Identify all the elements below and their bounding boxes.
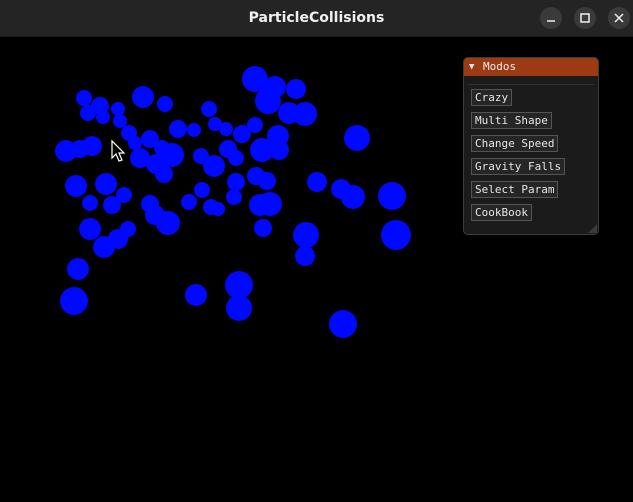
- particle: [233, 125, 251, 143]
- particle: [156, 211, 180, 235]
- particle: [67, 258, 89, 280]
- particle: [203, 155, 225, 177]
- particle: [341, 185, 365, 209]
- particle: [128, 136, 142, 150]
- particle: [130, 148, 150, 168]
- particle: [103, 196, 121, 214]
- particle: [219, 122, 233, 136]
- particle: [208, 117, 222, 131]
- change-speed-button[interactable]: Change Speed: [471, 135, 559, 152]
- particle: [60, 287, 88, 315]
- particle: [295, 246, 315, 266]
- particle: [250, 138, 274, 162]
- particle: [381, 220, 411, 250]
- particle: [211, 202, 225, 216]
- particle: [95, 173, 117, 195]
- title-bar: ParticleCollisions: [0, 0, 633, 37]
- cookbook-button[interactable]: CookBook: [471, 204, 532, 221]
- particle: [65, 175, 87, 197]
- minimize-icon: [547, 20, 555, 22]
- particle: [201, 101, 217, 117]
- particle: [82, 195, 98, 211]
- particle: [194, 182, 210, 198]
- particle: [141, 130, 159, 148]
- panel-title: Modos: [483, 60, 517, 73]
- minimize-button[interactable]: [540, 7, 562, 29]
- particle: [226, 189, 242, 205]
- particle: [286, 79, 306, 99]
- particle: [55, 140, 77, 162]
- particle: [227, 173, 245, 191]
- particle: [160, 143, 184, 167]
- particle: [258, 192, 282, 216]
- particle: [269, 140, 289, 160]
- particle: [242, 66, 268, 92]
- particle: [132, 86, 154, 108]
- particle: [225, 271, 253, 299]
- particle: [155, 165, 173, 183]
- particle: [307, 172, 327, 192]
- particle: [378, 182, 406, 210]
- multi-shape-button[interactable]: Multi Shape: [471, 112, 552, 129]
- particle: [293, 222, 319, 248]
- particle: [293, 102, 317, 126]
- resize-grip[interactable]: [588, 224, 597, 233]
- select-param-button[interactable]: Select Param: [471, 181, 559, 198]
- modos-panel[interactable]: ▼ Modos Crazy Multi Shape Change Speed G…: [463, 57, 599, 235]
- particle: [82, 136, 102, 156]
- panel-header[interactable]: ▼ Modos: [464, 58, 598, 76]
- close-button[interactable]: [608, 7, 630, 29]
- particle: [344, 125, 370, 151]
- close-icon: [614, 13, 624, 23]
- particle: [76, 90, 92, 106]
- particle: [113, 114, 127, 128]
- particle: [185, 284, 207, 306]
- maximize-button[interactable]: [574, 7, 596, 29]
- particle: [255, 88, 281, 114]
- particle: [329, 310, 357, 338]
- particle: [157, 96, 173, 112]
- particle: [228, 150, 244, 166]
- particle: [226, 295, 252, 321]
- particle: [96, 110, 110, 124]
- particle: [187, 123, 201, 137]
- mouse-cursor-icon: [111, 139, 126, 162]
- particle: [79, 218, 101, 240]
- panel-divider: [468, 84, 594, 85]
- collapse-arrow-icon[interactable]: ▼: [469, 62, 475, 72]
- maximize-icon: [580, 13, 590, 23]
- crazy-button[interactable]: Crazy: [471, 89, 513, 106]
- particle: [254, 219, 272, 237]
- particle-layer: [55, 66, 411, 338]
- window-title: ParticleCollisions: [248, 10, 385, 26]
- particle: [169, 120, 187, 138]
- particle: [80, 105, 96, 121]
- particle: [247, 117, 263, 133]
- particle: [258, 172, 276, 190]
- gravity-falls-button[interactable]: Gravity Falls: [471, 158, 566, 175]
- particle: [120, 221, 136, 237]
- particle: [181, 194, 197, 210]
- particle: [116, 187, 132, 203]
- particle: [111, 102, 125, 116]
